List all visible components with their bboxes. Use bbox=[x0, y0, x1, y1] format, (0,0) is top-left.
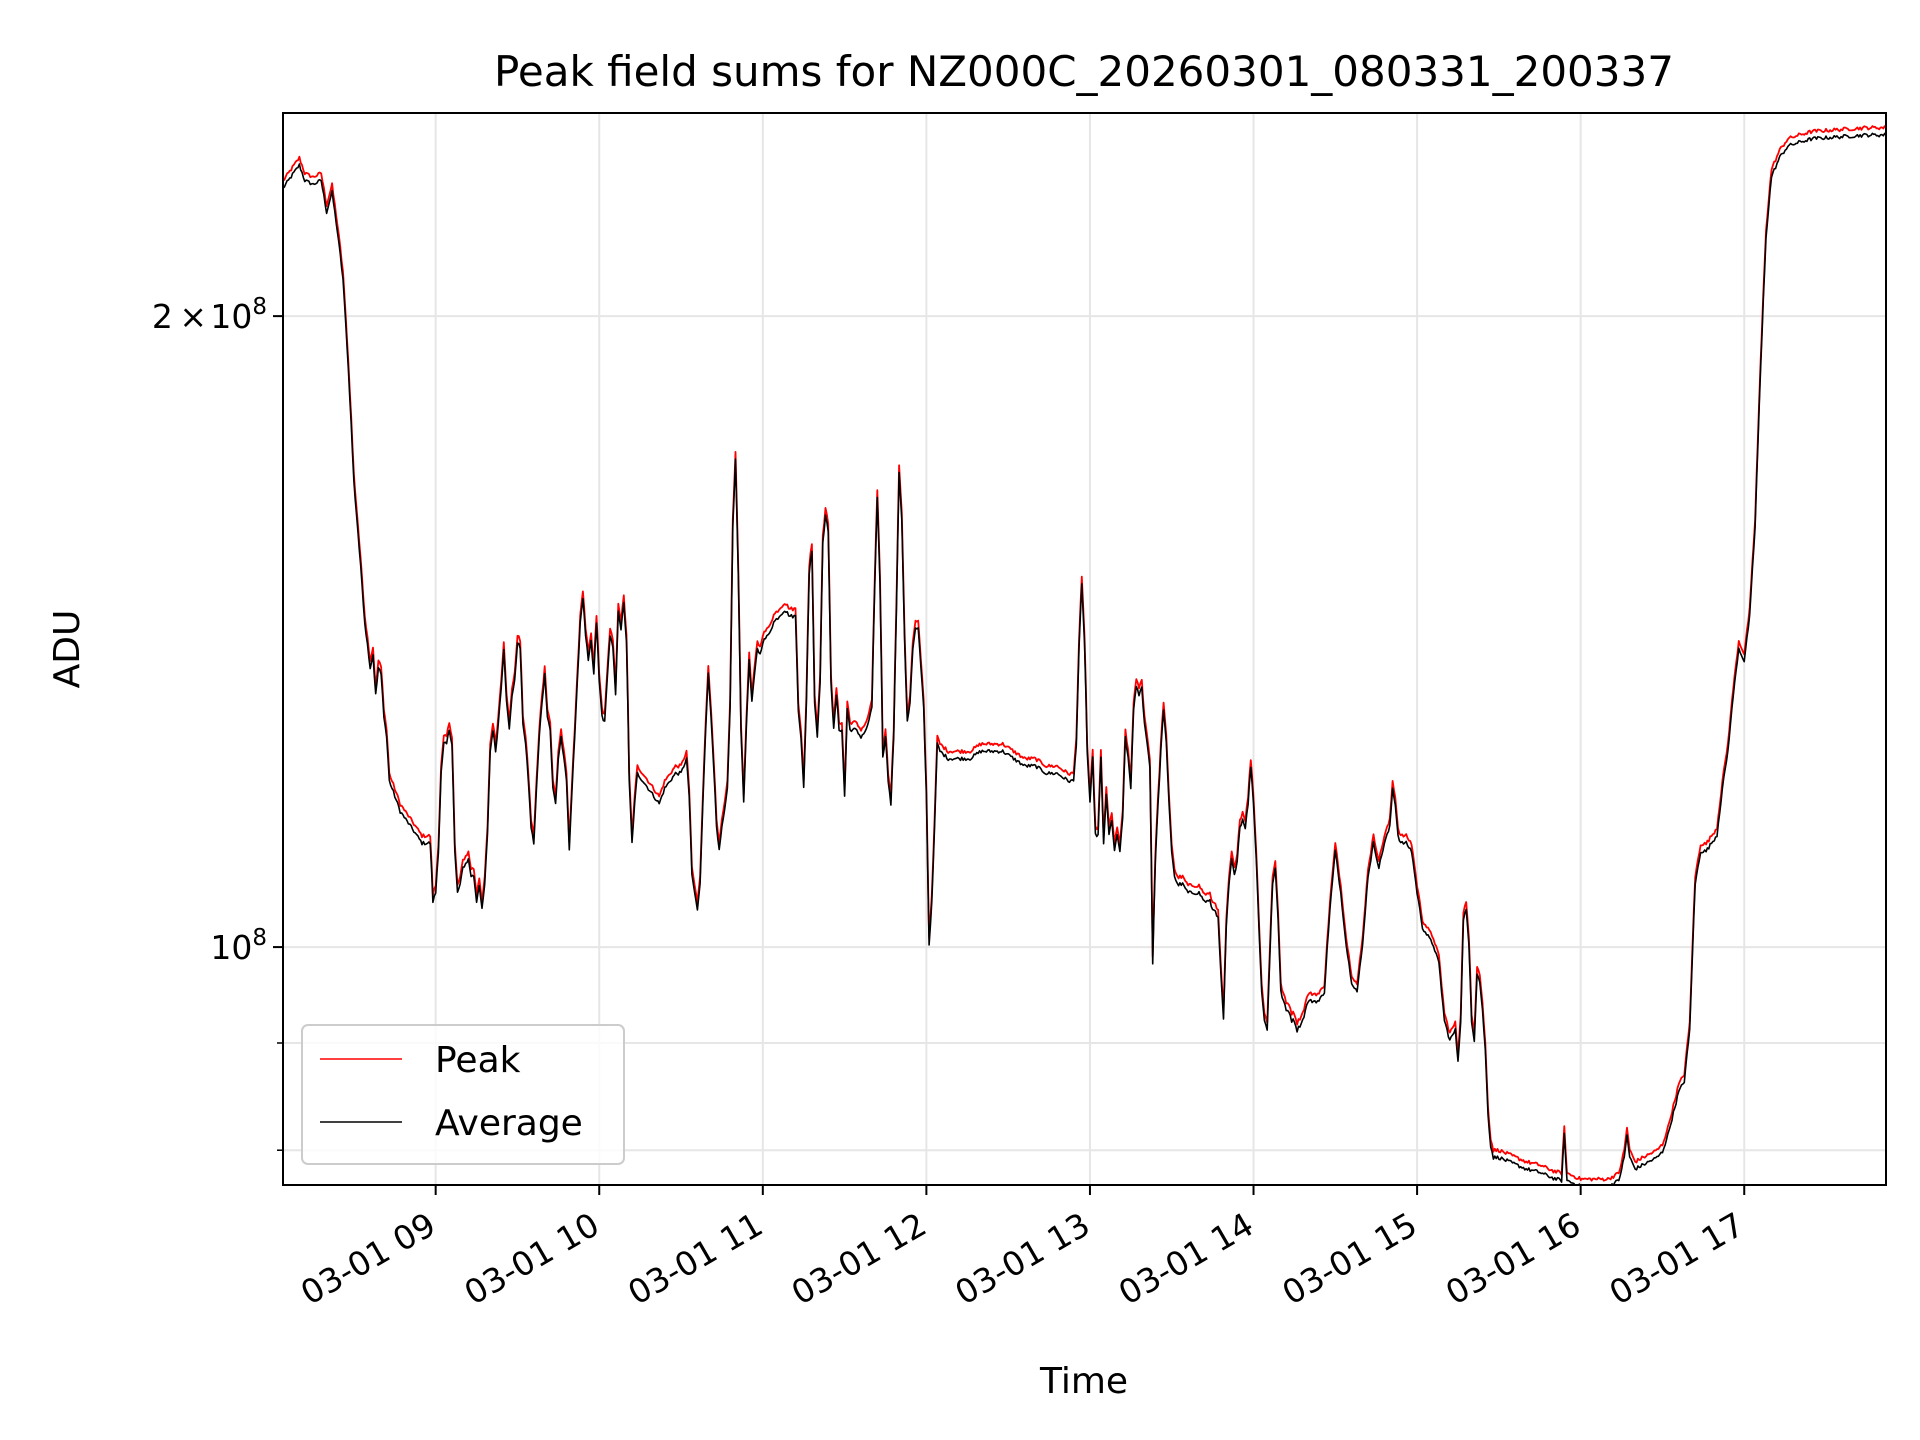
plot-lines bbox=[283, 125, 1886, 1185]
x-axis-label: Time bbox=[1039, 1361, 1128, 1402]
chart-title: Peak field sums for NZ000C_20260301_0803… bbox=[494, 47, 1674, 96]
y-axis-label: ADU bbox=[47, 610, 88, 689]
y-tick-label: 2 × 108 bbox=[152, 294, 267, 336]
legend: Peak Average bbox=[301, 1024, 625, 1165]
legend-label-peak: Peak bbox=[435, 1040, 521, 1081]
series-line-average bbox=[283, 132, 1886, 1185]
legend-label-average: Average bbox=[435, 1103, 583, 1144]
y-tick-label: 108 bbox=[210, 925, 267, 967]
axes-frame bbox=[282, 112, 1887, 1186]
y-ticks: 108 2 × 108 bbox=[152, 294, 283, 1151]
